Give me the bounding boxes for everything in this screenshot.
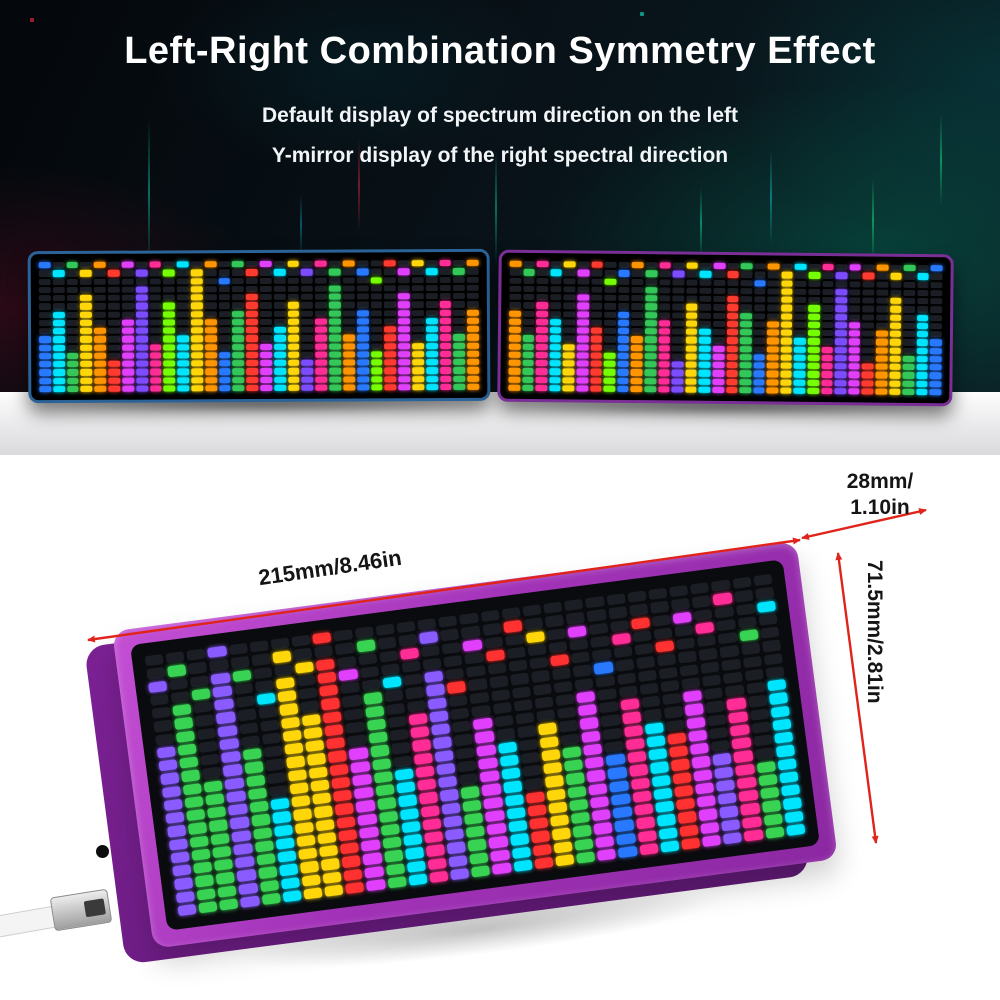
background-streak (148, 118, 150, 268)
dimension-section: 215mm/8.46in 28mm/ 1.10in 71.5mm/2.81in (0, 455, 1000, 1000)
led-matrix-right-mirrored (508, 260, 943, 396)
led-matrix-left (38, 259, 480, 393)
hero-section: Left-Right Combination Symmetry Effect D… (0, 0, 1000, 455)
page-title: Left-Right Combination Symmetry Effect (124, 30, 876, 72)
background-streak (872, 178, 874, 263)
subtitle-line-2: Y-mirror display of the right spectral d… (271, 144, 729, 167)
usb-plug (49, 888, 113, 932)
dimension-height-label: 71.5mm/2.81in (863, 560, 886, 704)
dimension-depth-label: 28mm/ 1.10in (846, 470, 914, 519)
background-streak (700, 188, 702, 258)
audio-jack-hole (96, 845, 109, 858)
background-streak (358, 138, 360, 233)
usb-connector-metal (83, 898, 106, 918)
spectrum-device-right (497, 249, 954, 407)
background-streak (300, 195, 302, 255)
background-dot (640, 12, 644, 16)
led-matrix-large (144, 573, 806, 917)
background-streak (770, 150, 772, 245)
background-dot (30, 18, 34, 22)
subtitle-line-1: Default display of spectrum direction on… (261, 104, 739, 127)
spectrum-device-left (27, 248, 491, 404)
background-streak (495, 150, 497, 265)
background-streak (940, 115, 942, 205)
